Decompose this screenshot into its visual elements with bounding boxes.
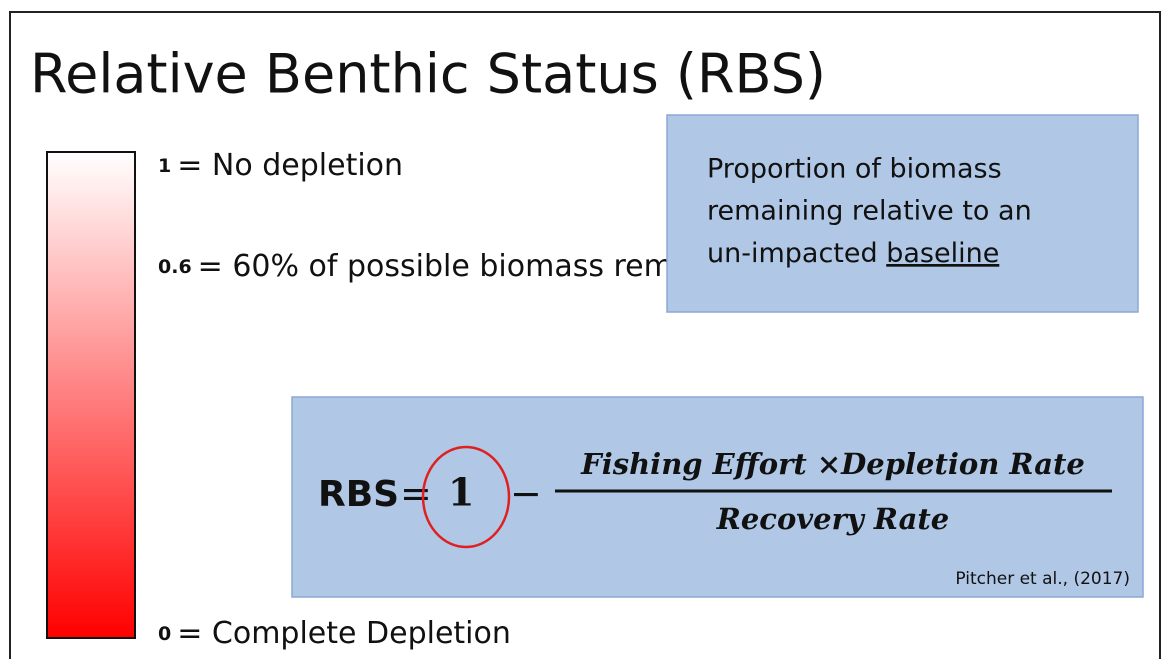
definition-line: Proportion of biomass [707,154,1002,185]
scale-value: 0.6 [158,256,192,278]
definition-line: remaining relative to an [707,196,1032,227]
formula-box [291,396,1144,598]
gradient-bar [46,151,136,639]
slide-border [9,11,1161,659]
definition-underlined: baseline [886,238,999,269]
scale-text: = No depletion [177,148,403,183]
scale-label: 0 = Complete Depletion [158,616,511,651]
definition-text: un-impacted [707,238,886,269]
formula-lhs: RBS [318,474,399,515]
definition-line: un-impacted baseline [707,238,999,269]
formula-minus: − [510,472,542,516]
scale-value: 0 [158,623,171,645]
formula-one: 1 [448,470,474,515]
title: Relative Benthic Status (RBS) [30,43,826,106]
formula-denominator: Recovery Rate [716,502,949,536]
scale-label: 1 = No depletion [158,148,403,183]
definition-box [666,114,1139,313]
formula-numerator: Fishing Effort ×Depletion Rate [580,447,1085,481]
citation: Pitcher et al., (2017) [955,569,1130,589]
scale-text: = Complete Depletion [177,616,511,651]
highlight-circle [421,445,511,549]
scale-value: 1 [158,155,171,177]
